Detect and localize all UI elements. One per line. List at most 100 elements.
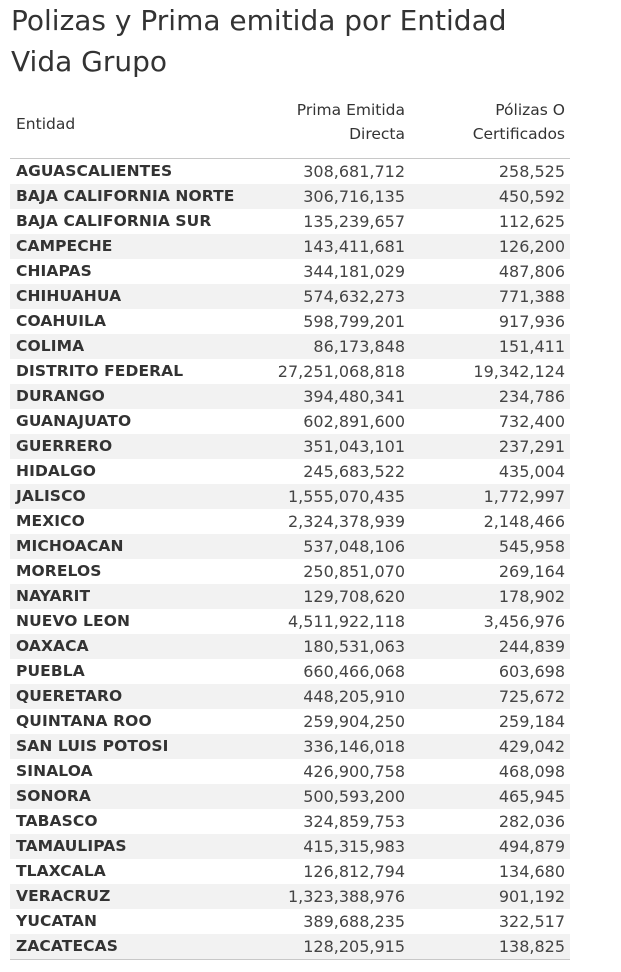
cell-polizas: 259,184 [498,712,565,731]
table-row[interactable]: GUERRERO 351,043,101 237,291 [10,434,570,459]
cell-entidad: BAJA CALIFORNIA SUR [16,212,212,230]
cell-prima: 1,555,070,435 [287,487,405,506]
cell-prima: 324,859,753 [303,812,405,831]
table-row[interactable]: YUCATAN 389,688,235 322,517 [10,909,570,934]
cell-prima: 126,812,794 [303,862,405,881]
cell-prima: 143,411,681 [303,237,405,256]
cell-prima: 389,688,235 [303,912,405,931]
table-row[interactable]: OAXACA 180,531,063 244,839 [10,634,570,659]
table-row[interactable]: CHIHUAHUA 574,632,273 771,388 [10,284,570,309]
table-row[interactable]: CAMPECHE 143,411,681 126,200 [10,234,570,259]
table-row[interactable]: JALISCO 1,555,070,435 1,772,997 [10,484,570,509]
cell-prima: 448,205,910 [303,687,405,706]
table-row[interactable]: TABASCO 324,859,753 282,036 [10,809,570,834]
cell-polizas: 138,825 [498,937,565,956]
table-row[interactable]: PUEBLA 660,466,068 603,698 [10,659,570,684]
table-row[interactable]: HIDALGO 245,683,522 435,004 [10,459,570,484]
table-row[interactable]: TAMAULIPAS 415,315,983 494,879 [10,834,570,859]
cell-polizas: 1,772,997 [483,487,565,506]
cell-entidad: GUANAJUATO [16,412,132,430]
cell-entidad: QUERETARO [16,687,123,705]
column-header-prima[interactable]: Prima Emitida Directa [205,98,405,146]
cell-entidad: COAHUILA [16,312,107,330]
cell-polizas: 234,786 [498,387,565,406]
cell-polizas: 2,148,466 [483,512,565,531]
table-row[interactable]: TLAXCALA 126,812,794 134,680 [10,859,570,884]
cell-polizas: 282,036 [498,812,565,831]
table-row[interactable]: NUEVO LEON 4,511,922,118 3,456,976 [10,609,570,634]
cell-polizas: 435,004 [498,462,565,481]
table-row[interactable]: BAJA CALIFORNIA SUR 135,239,657 112,625 [10,209,570,234]
column-header-polizas[interactable]: Pólizas O Certificados [405,98,565,146]
table-row[interactable]: DISTRITO FEDERAL 27,251,068,818 19,342,124 [10,359,570,384]
table-row[interactable]: MEXICO 2,324,378,939 2,148,466 [10,509,570,534]
table-row[interactable]: GUANAJUATO 602,891,600 732,400 [10,409,570,434]
cell-entidad: JALISCO [16,487,86,505]
column-header-polizas-line-2: Certificados [472,125,565,143]
cell-entidad: MICHOACAN [16,537,124,555]
table-row[interactable]: SINALOA 426,900,758 468,098 [10,759,570,784]
cell-prima: 245,683,522 [303,462,405,481]
cell-entidad: ZACATECAS [16,937,118,955]
cell-polizas: 112,625 [498,212,565,231]
cell-prima: 602,891,600 [303,412,405,431]
cell-polizas: 429,042 [498,737,565,756]
cell-polizas: 603,698 [498,662,565,681]
cell-entidad: MORELOS [16,562,102,580]
cell-entidad: PUEBLA [16,662,85,680]
cell-prima: 128,205,915 [303,937,405,956]
table-row[interactable]: NAYARIT 129,708,620 178,902 [10,584,570,609]
cell-polizas: 450,592 [498,187,565,206]
cell-prima: 2,324,378,939 [287,512,405,531]
cell-entidad: MEXICO [16,512,85,530]
cell-polizas: 237,291 [498,437,565,456]
cell-entidad: AGUASCALIENTES [16,162,173,180]
table-row[interactable]: SONORA 500,593,200 465,945 [10,784,570,809]
table-row[interactable]: COLIMA 86,173,848 151,411 [10,334,570,359]
cell-polizas: 19,342,124 [473,362,565,381]
table-row[interactable]: QUERETARO 448,205,910 725,672 [10,684,570,709]
cell-prima: 660,466,068 [303,662,405,681]
cell-polizas: 126,200 [498,237,565,256]
table-row[interactable]: DURANGO 394,480,341 234,786 [10,384,570,409]
title-line-2: Vida Grupo [11,45,168,78]
table-row[interactable]: SAN LUIS POTOSI 336,146,018 429,042 [10,734,570,759]
cell-prima: 574,632,273 [303,287,405,306]
table-row[interactable]: CHIAPAS 344,181,029 487,806 [10,259,570,284]
cell-prima: 394,480,341 [303,387,405,406]
cell-polizas: 917,936 [498,312,565,331]
cell-polizas: 732,400 [498,412,565,431]
cell-entidad: OAXACA [16,637,89,655]
cell-entidad: COLIMA [16,337,85,355]
table-header: Entidad Prima Emitida Directa Pólizas O … [10,96,570,159]
column-header-prima-line-1: Prima Emitida [296,101,405,119]
cell-prima: 344,181,029 [303,262,405,281]
cell-prima: 537,048,106 [303,537,405,556]
cell-prima: 306,716,135 [303,187,405,206]
table-row[interactable]: VERACRUZ 1,323,388,976 901,192 [10,884,570,909]
cell-prima: 180,531,063 [303,637,405,656]
cell-entidad: CHIAPAS [16,262,92,280]
cell-prima: 129,708,620 [303,587,405,606]
table-row[interactable]: MICHOACAN 537,048,106 545,958 [10,534,570,559]
cell-entidad: NUEVO LEON [16,612,131,630]
cell-prima: 1,323,388,976 [287,887,405,906]
cell-entidad: SINALOA [16,762,93,780]
cell-prima: 250,851,070 [303,562,405,581]
table-row[interactable]: MORELOS 250,851,070 269,164 [10,559,570,584]
table-row[interactable]: ZACATECAS 128,205,915 138,825 [10,934,570,959]
column-header-entidad[interactable]: Entidad [16,115,76,133]
cell-entidad: VERACRUZ [16,887,111,905]
column-header-polizas-line-1: Pólizas O [495,101,565,119]
table-row[interactable]: AGUASCALIENTES 308,681,712 258,525 [10,159,570,184]
cell-prima: 415,315,983 [303,837,405,856]
cell-entidad: BAJA CALIFORNIA NORTE [16,187,235,205]
table-row[interactable]: BAJA CALIFORNIA NORTE 306,716,135 450,592 [10,184,570,209]
cell-polizas: 545,958 [498,537,565,556]
title-line-1: Polizas y Prima emitida por Entidad [11,4,507,37]
table-row[interactable]: QUINTANA ROO 259,904,250 259,184 [10,709,570,734]
cell-polizas: 468,098 [498,762,565,781]
cell-prima: 259,904,250 [303,712,405,731]
table-row[interactable]: COAHUILA 598,799,201 917,936 [10,309,570,334]
cell-prima: 4,511,922,118 [287,612,405,631]
